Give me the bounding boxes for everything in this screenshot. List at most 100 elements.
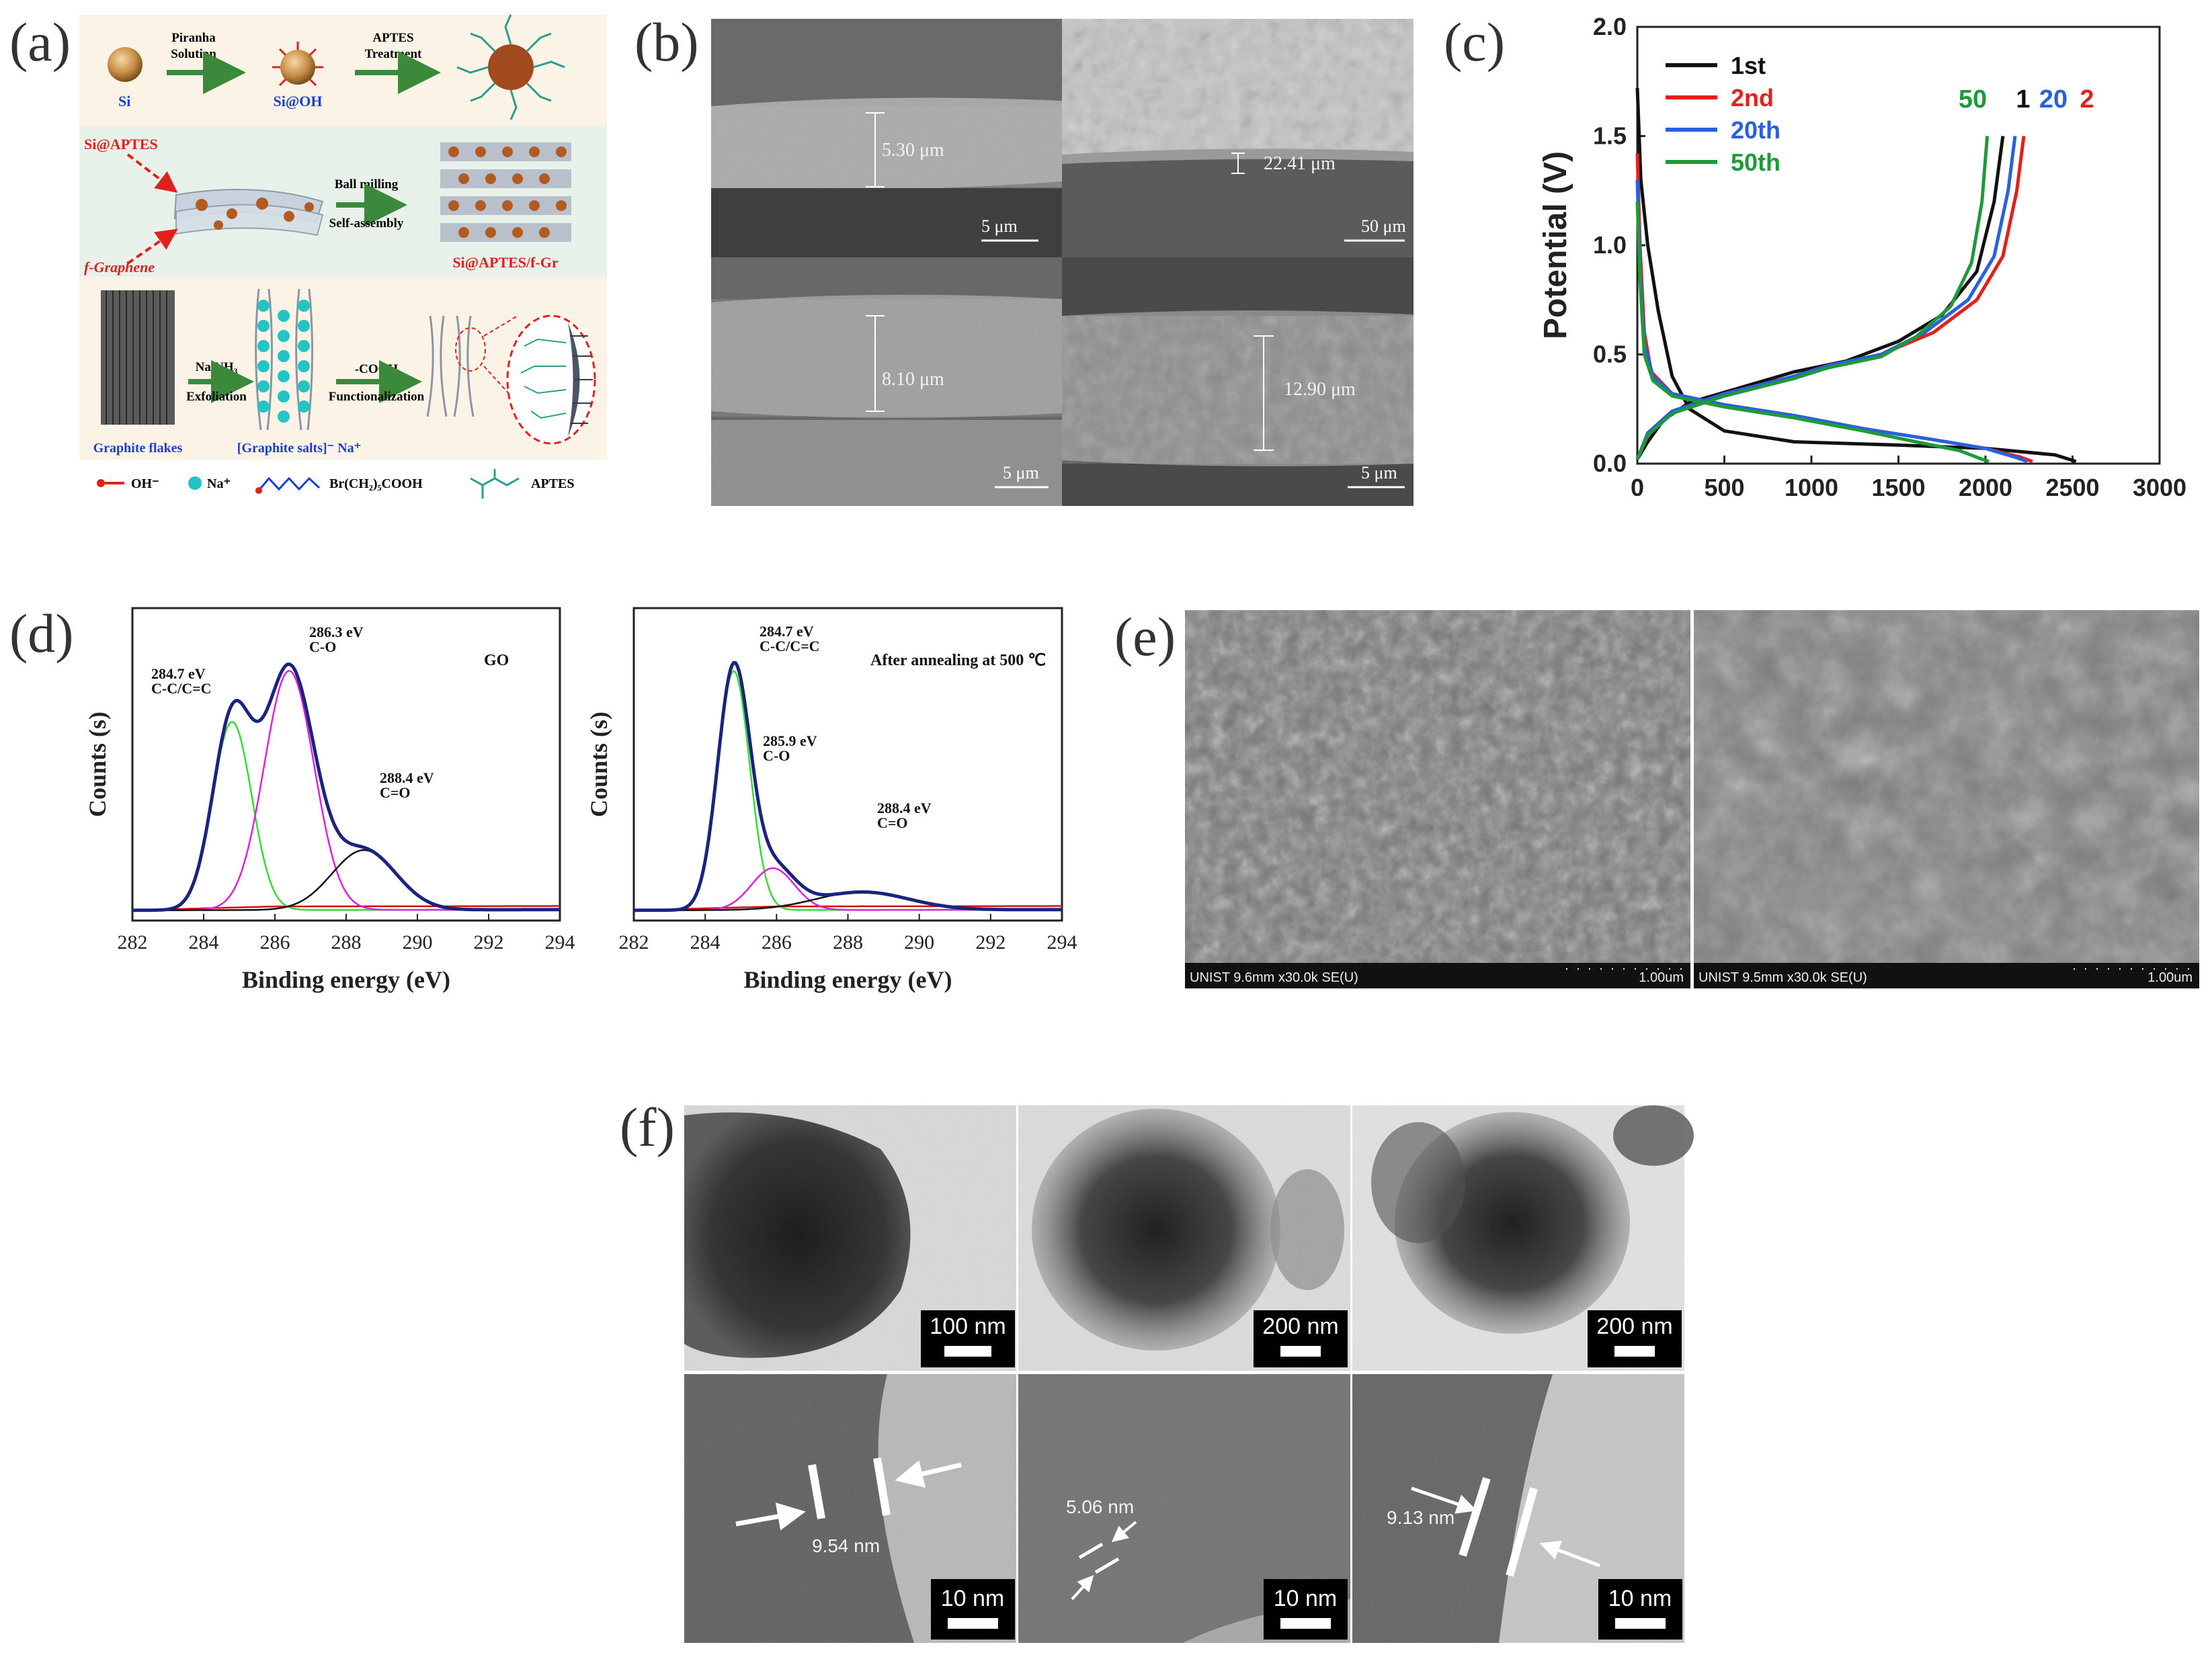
scale-bar-label: 10 nm (1274, 1586, 1338, 1611)
x-tick-label: 1000 (1785, 474, 1838, 501)
x-tick-label: 1500 (1871, 474, 1925, 501)
panel-f: (f) 100 nm 200 nm 200 nm (620, 1097, 1694, 1643)
scale-bar-label: 1.00um (2147, 970, 2193, 985)
component-peak-line (634, 891, 1062, 911)
x-axis-label: Binding energy (eV) (242, 966, 450, 993)
graphene-sheet-icon (173, 189, 324, 237)
scale-bar (1280, 1346, 1321, 1357)
thickness-label: 5.06 nm (1066, 1496, 1134, 1517)
stacked-composite-icon (440, 142, 571, 242)
sem-info-label: UNIST 9.5mm x30.0k SE(U) (1698, 970, 1867, 985)
panel-label-b: (b) (634, 11, 699, 73)
tem-tile: 200 nm (1018, 1105, 1350, 1371)
x-tick-label: 288 (331, 931, 362, 953)
scale-bar (948, 1618, 998, 1629)
solution-label: Solution (171, 47, 216, 61)
component-peak-line (132, 849, 560, 911)
legend-oh: OH⁻ (131, 476, 159, 491)
x-axis-label: Binding energy (eV) (744, 966, 952, 993)
x-tick-label: 294 (545, 931, 575, 953)
x-tick-label: 3000 (2133, 474, 2186, 501)
peak-bond-label: C-O (309, 638, 336, 655)
y-axis-label: Counts (s) (585, 712, 612, 817)
panel-label-d: (d) (9, 603, 74, 664)
envelope-line (132, 662, 560, 912)
x-tick-label: 0 (1631, 474, 1644, 501)
scale-bar-label: 5 μm (1361, 463, 1397, 482)
panel-label-f: (f) (620, 1097, 675, 1158)
panel-label-a: (a) (9, 11, 71, 73)
hrtem-tile: 9.13 nm 10 nm (1352, 1374, 1684, 1643)
series-50th-discharge-line (1635, 201, 1990, 464)
peak-energy-label: 286.3 eV (309, 624, 364, 640)
legend-na: Na⁺ (207, 476, 231, 491)
y-tick-label: 1.0 (1593, 231, 1627, 259)
self-assembly-label: Self-assembly (329, 216, 404, 230)
scale-bar-label: 10 nm (1608, 1586, 1672, 1611)
peak-energy-label: 284.7 eV (151, 665, 206, 682)
scale-box (921, 1310, 1015, 1367)
tem-tile: 100 nm (684, 1105, 1016, 1371)
thickness-label: 5.30 μm (882, 140, 944, 161)
xps-annealed-chart: 282 284 286 288 290 292 294 Binding energy (eV)… (585, 607, 1077, 993)
scale-bar-label: 5 μm (981, 216, 1018, 236)
envelope-line (634, 661, 1062, 912)
legend-label: 2nd (1731, 84, 1774, 112)
scale-bar-label: 100 nm (930, 1314, 1006, 1339)
scale-bar-label: 1.00um (1639, 970, 1684, 985)
x-tick-label: 284 (690, 931, 721, 953)
cycle-end-label: 50 (1959, 85, 1987, 114)
series-50th-charge-line (1635, 136, 1990, 460)
aptes-label: APTES (372, 31, 413, 45)
scale-bar-label: 10 nm (941, 1586, 1005, 1611)
scale-box (1598, 1579, 1682, 1640)
peak-bond-label: C=O (877, 814, 908, 831)
si-oh-particle-icon (272, 42, 323, 87)
legend-br: Br(CH₂)₅COOH (329, 476, 423, 491)
arrow-icon (126, 228, 178, 265)
component-peak-line (634, 669, 1062, 911)
na-nh3-label: Na/NH₃ (196, 360, 238, 374)
panel-label-e: (e) (1114, 606, 1176, 667)
peak-bond-label: C-C/C=C (760, 638, 820, 654)
sem-cross-section-tile: 22.41 μm 50 μm (1062, 19, 1414, 257)
x-tick-label: 290 (904, 931, 934, 953)
x-tick-label: 500 (1704, 474, 1744, 501)
panel-c: (c) 0 500 1000 1500 2000 2500 3000 0.0 0.5 1.0 1.5… (1444, 11, 2186, 501)
ball-milling-label: Ball milling (335, 177, 399, 192)
arrow-icon (126, 153, 178, 193)
cycle-end-label: 1 (2016, 85, 2030, 114)
legend-label: 50th (1731, 148, 1780, 176)
y-axis-label: Potential (V) (1538, 151, 1573, 339)
si-label: Si (118, 93, 130, 110)
hrtem-tile: 5.06 nm 10 nm (1018, 1374, 1350, 1643)
si-aptes-particle-icon (456, 14, 565, 120)
bromo-acid-icon (257, 476, 321, 491)
sample-tag: GO (484, 652, 509, 669)
scale-bar (1280, 1618, 1331, 1629)
cooh-label: -COOH (355, 362, 399, 376)
scale-box (1588, 1310, 1682, 1367)
background-line (633, 905, 1062, 911)
y-tick-label: 0.5 (1593, 341, 1627, 368)
x-tick-label: 290 (403, 931, 433, 953)
voltage-profile-chart: 0 500 1000 1500 2000 2500 3000 0.0 0.5 1.0 1.5 2.0 P… (1538, 13, 2186, 501)
si-aptes-label: Si@APTES (84, 136, 158, 153)
scale-box (931, 1579, 1015, 1640)
peak-bond-label: C=O (380, 784, 411, 801)
peak-energy-label: 285.9 eV (763, 732, 817, 749)
graphite-salts-icon (255, 288, 314, 431)
zoomed-sheet-icon (506, 314, 596, 445)
y-tick-label: 2.0 (1593, 13, 1627, 40)
f-graphene-label: f-Graphene (84, 259, 155, 275)
x-tick-label: 292 (474, 931, 504, 953)
thickness-label: 9.13 nm (1387, 1507, 1455, 1528)
hrtem-tile: 9.54 nm 10 nm (684, 1374, 1016, 1643)
panel-d: (d) 282 284 286 288 290 292 294 Binding energy … (9, 603, 1077, 993)
sample-tag: After annealing at 500 ℃ (870, 652, 1046, 669)
tem-tile: 200 nm (1352, 1105, 1694, 1371)
thickness-label: 8.10 μm (882, 369, 944, 390)
sem-surface-tile: UNIST 9.6mm x30.0k SE(U) 1.00um (1185, 610, 1690, 988)
sem-cross-section-tile: 8.10 μm 5 μm (711, 257, 1062, 506)
